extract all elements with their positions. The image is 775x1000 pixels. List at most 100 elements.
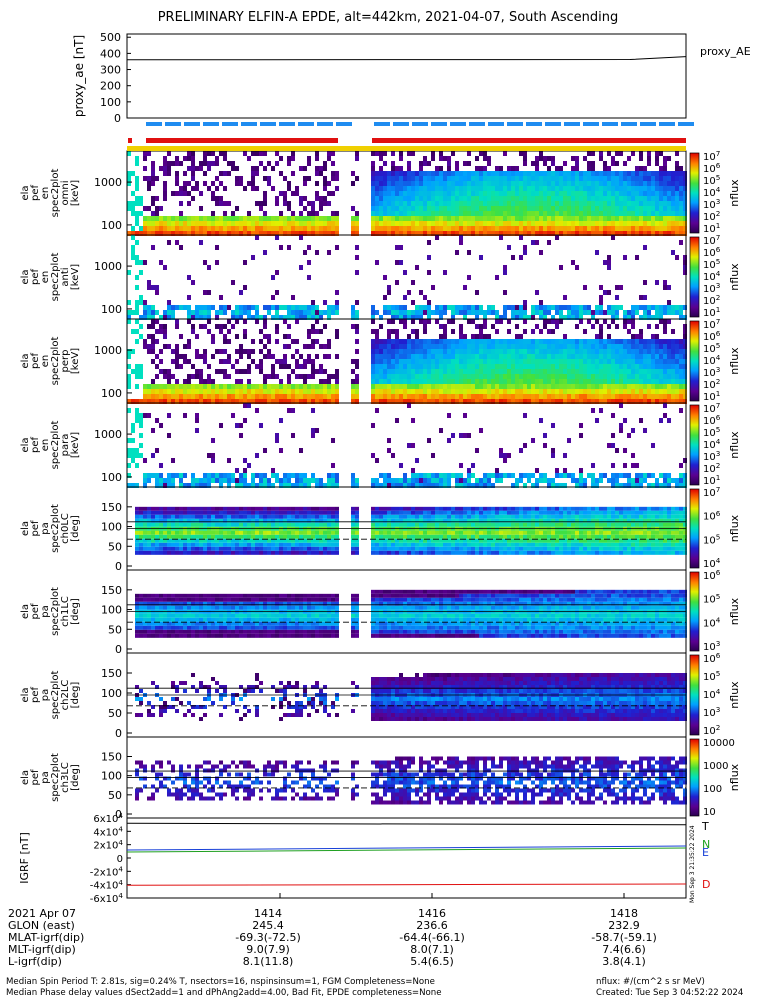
spectrogram-cell [531,191,535,196]
spectrogram-cell [243,483,247,488]
spectrogram-cell [163,334,167,339]
spectrogram-cell [287,344,291,349]
spectrogram-cell [379,181,383,186]
spectrogram-cell [151,216,155,221]
spectrogram-cell [503,359,507,364]
spectrogram-cell [239,473,243,478]
spectrogram-cell [487,394,491,399]
spectrogram-cell [431,344,435,349]
spectrogram-cell [491,369,495,374]
spectrogram-cell [163,166,167,171]
spectrogram-cell [403,176,407,181]
spectrogram-cell [299,196,303,201]
spectrogram-cell [679,201,683,206]
spectrogram-cell [475,369,479,374]
spectrogram-cell [551,171,555,176]
spectrogram-cell [399,359,403,364]
spectrogram-cell [231,538,235,543]
spectrogram-cell [379,483,383,488]
spectrogram-cell [631,324,635,329]
spectrogram-cell [527,191,531,196]
spectrogram-cell [619,483,623,488]
spectrogram-cell [219,151,223,156]
spectrogram-cell [315,550,319,555]
spectrogram-cell [391,550,395,555]
spectrogram-cell [635,374,639,379]
spectrogram-cell [391,546,395,551]
spectrogram-cell [351,310,355,315]
spectrogram-cell [423,295,427,300]
spectrogram-cell [171,305,175,310]
spectrogram-cell [383,151,387,156]
spectrogram-cell [563,206,567,211]
spectrogram-cell [267,538,271,543]
spectrogram-cell [571,156,575,161]
spectrogram-cell [623,231,627,236]
spectrogram-cell [207,506,211,511]
spectrogram-cell [315,506,319,511]
spectrogram-cell [407,364,411,369]
spectrogram-cell [567,231,571,236]
spectrogram-cell [639,156,643,161]
spectrogram-cell [595,201,599,206]
spectrogram-cell [323,542,327,547]
spectrogram-cell [659,191,663,196]
spectrogram-cell [311,534,315,539]
spectrogram-cell [639,315,643,320]
spectrogram-cell [403,196,407,201]
spectrogram-cell [239,344,243,349]
spectrogram-cell [523,151,527,156]
y-tick-label: 100 [101,387,122,400]
spectrogram-cell [407,216,411,221]
spectrogram-cell [195,315,199,320]
spectrogram-cell [551,448,555,453]
spectrogram-cell [171,483,175,488]
spectrogram-cell [515,191,519,196]
spectrogram-cell [439,181,443,186]
spectrogram-cell [595,191,599,196]
spectrogram-cell [219,329,223,334]
spectrogram-cell [251,151,255,156]
spectrogram-cell [671,216,675,221]
spectrogram-cell [127,270,131,275]
spectrogram-cell [555,399,559,404]
spectrogram-cell [467,384,471,389]
spectrogram-cell [583,231,587,236]
spectrogram-cell [587,186,591,191]
spectrogram-cell [455,374,459,379]
spectrogram-cell [427,339,431,344]
spectrogram-cell [467,206,471,211]
spectrogram-cell [475,191,479,196]
spectrogram-cell [275,384,279,389]
spectrogram-cell [379,534,383,539]
spectrogram-cell [395,534,399,539]
spectrogram-cell [463,384,467,389]
spectrogram-cell [407,221,411,226]
spectrogram-cell [235,181,239,186]
spectrogram-cell [655,231,659,236]
spectrogram-cell [271,538,275,543]
spectrogram-cell [379,518,383,523]
spectrogram-cell [351,478,355,483]
spectrogram-cell [263,315,267,320]
spectrogram-cell [235,310,239,315]
spectrogram-cell [659,399,663,404]
spectrogram-cell [231,166,235,171]
spectrogram-cell [395,359,399,364]
spectrogram-cell [375,538,379,543]
spectrogram-cell [479,428,483,433]
spectrogram-cell [411,315,415,320]
spectrogram-cell [235,359,239,364]
spectrogram-cell [319,216,323,221]
spectrogram-cell [207,216,211,221]
spectrogram-cell [571,473,575,478]
spectrogram-cell [387,329,391,334]
spectrogram-cell [507,399,511,404]
spectrogram-cell [555,235,559,240]
spectrogram-cell [239,384,243,389]
spectrogram-cell [155,522,159,527]
spectrogram-cell [619,206,623,211]
spectrogram-cell [319,534,323,539]
spectrogram-cell [411,468,415,473]
spectrogram-cell [303,550,307,555]
